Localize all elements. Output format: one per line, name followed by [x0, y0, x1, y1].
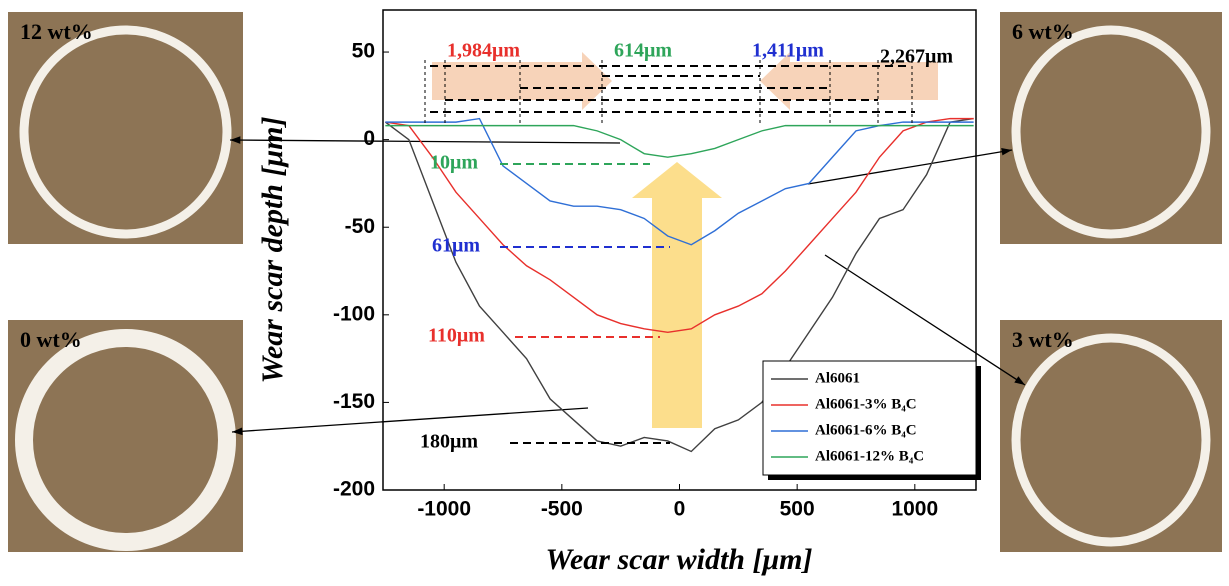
arrow-head	[632, 162, 722, 198]
wear-ring	[15, 329, 236, 551]
y-tick-label: 50	[352, 40, 375, 63]
sample-label: 6 wt%	[1012, 19, 1074, 44]
legend-label: Al6061-3% B₄C	[815, 396, 917, 412]
pointer-head	[230, 136, 241, 144]
legend-label: Al6061	[815, 370, 860, 386]
photos: 12 wt% 6 wt% 0 wt% 3 wt%	[8, 12, 1222, 552]
y-axis-title: Wear scar depth [μm]	[256, 117, 289, 384]
y-tick-label: -100	[333, 302, 375, 325]
pointer-head	[1001, 147, 1012, 156]
pointer-head	[232, 427, 243, 436]
data-line	[385, 117, 974, 334]
wear-ring	[1011, 333, 1211, 547]
arrow-head	[582, 52, 612, 110]
sample-photo	[1000, 320, 1222, 552]
sample-label: 0 wt%	[20, 327, 82, 352]
arrow-body	[790, 62, 938, 100]
annotation: 1,411μm	[752, 40, 824, 62]
arrow-body	[432, 62, 582, 100]
legend-box	[762, 360, 977, 476]
data-line	[385, 117, 974, 246]
sample-label: 3 wt%	[1012, 327, 1074, 352]
legend-label: Al6061-6% B₄C	[815, 422, 917, 438]
x-tick-label: -1000	[417, 498, 471, 521]
annotation: 110μm	[428, 325, 485, 347]
x-axis-title: Wear scar width [μm]	[546, 543, 813, 576]
annotation: 1,984μm	[447, 40, 520, 62]
pointer-line	[824, 254, 1026, 386]
annotation: 61μm	[432, 235, 480, 257]
data-line	[384, 117, 974, 453]
sample-photo	[1000, 12, 1222, 244]
pointer-head	[1014, 376, 1025, 385]
sample-label: 12 wt%	[20, 19, 93, 44]
x-tick-label: -500	[541, 498, 583, 521]
legend-label: Al6061-12% B₄C	[815, 448, 924, 464]
sample-photo	[8, 12, 243, 244]
y-tick-label: -200	[333, 478, 375, 501]
x-tick-label: 500	[780, 498, 815, 521]
annotation: 10μm	[430, 152, 478, 174]
annotation: 2,267μm	[880, 46, 953, 68]
data-line	[385, 124, 974, 158]
y-tick-label: 0	[363, 127, 375, 150]
annotation: 180μm	[420, 431, 478, 453]
wear-ring	[19, 25, 232, 239]
y-tick-label: -150	[333, 390, 375, 413]
x-tick-label: 1000	[891, 498, 938, 521]
y-tick-label: -50	[345, 215, 375, 238]
pointer-line	[231, 407, 589, 433]
annotation: 614μm	[614, 40, 672, 62]
sample-photo	[8, 320, 243, 552]
pointer-line	[229, 139, 621, 144]
x-tick-label: 0	[674, 498, 686, 521]
pointer-line	[807, 149, 1013, 185]
wear-ring	[1011, 25, 1211, 239]
arrow-body	[652, 198, 702, 428]
